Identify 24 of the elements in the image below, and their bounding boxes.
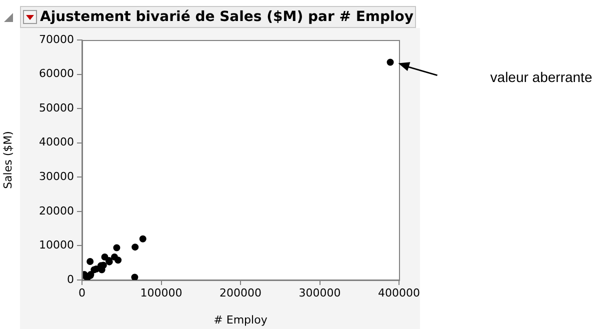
y-tick-label: 50000	[39, 101, 74, 114]
x-tick-label: 100000	[140, 286, 182, 300]
text: valeur aberrante	[490, 69, 592, 86]
x-tick-label: 0	[78, 286, 86, 300]
x-tick-label: 400000	[378, 286, 420, 300]
y-tick-label: 70000	[39, 32, 74, 46]
point	[139, 235, 146, 242]
y-tick-label: 20000	[39, 204, 74, 218]
y-tick-label: 0	[67, 272, 74, 286]
y-tick-label: 40000	[39, 136, 74, 149]
point	[113, 244, 120, 252]
y-tick-label: 30000	[39, 170, 74, 183]
point	[86, 258, 94, 265]
point	[131, 274, 138, 280]
x-axis-title: # Employ	[214, 313, 268, 326]
point	[132, 244, 139, 251]
y-tick-label: 10000	[39, 238, 74, 252]
chart-title: Ajustement bivarié de Sales ($M) par # Employ	[40, 8, 414, 27]
point	[114, 256, 122, 264]
y-tick-label: 60000	[39, 67, 74, 80]
x-tick-label: 300000	[298, 286, 341, 300]
y-axis-title: Sales ($M)	[1, 131, 14, 189]
point	[386, 58, 394, 66]
x-tick-label: 200000	[220, 286, 262, 300]
